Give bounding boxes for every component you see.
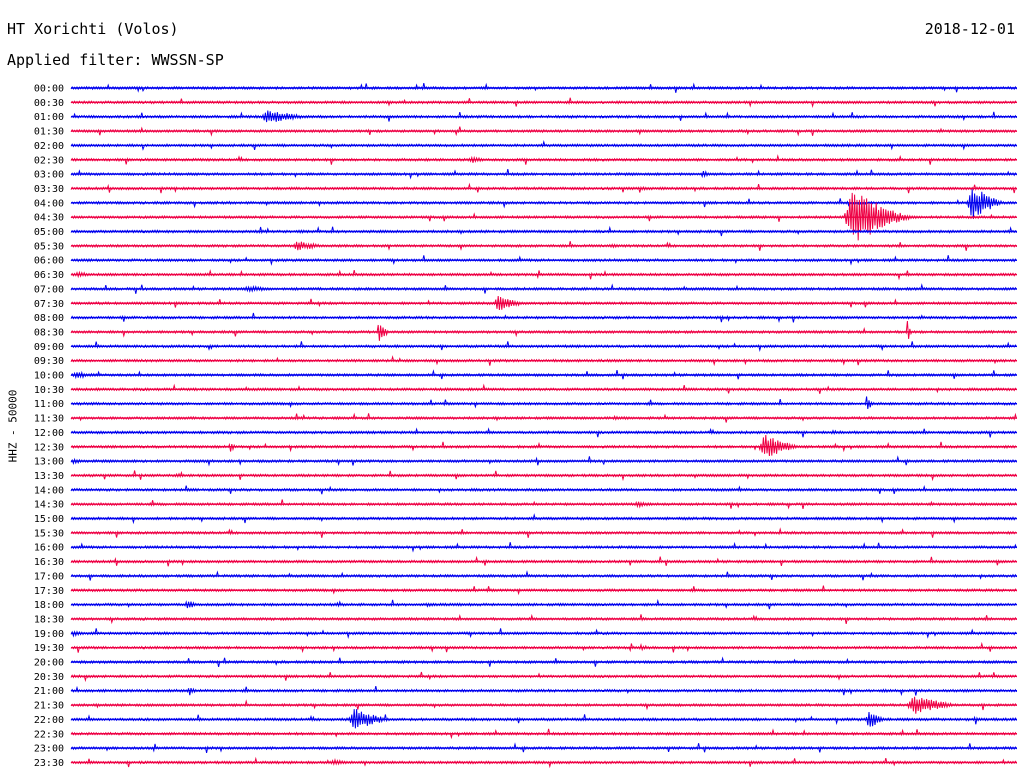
hour-tick-label: 19:00 [34, 629, 64, 640]
hour-tick-label: 11:30 [34, 414, 64, 425]
hour-tick-label: 13:30 [34, 471, 64, 482]
trace-line [70, 434, 1017, 457]
hour-tick-label: 05:00 [34, 227, 64, 238]
hour-tick-label: 16:30 [34, 557, 64, 568]
hour-tick-label: 12:30 [34, 442, 64, 453]
hour-tick-label: 19:30 [34, 643, 64, 654]
trace-line [70, 585, 1018, 596]
hour-tick-label: 02:30 [34, 155, 64, 166]
hour-tick-label: 06:00 [34, 256, 64, 267]
hour-tick-label: 01:30 [34, 127, 64, 138]
hour-tick-label: 06:30 [34, 270, 64, 281]
filter-label: Applied filter: WWSSN-SP [7, 51, 224, 69]
hour-tick-label: 02:00 [34, 141, 64, 152]
hour-tick-label: 08:30 [34, 327, 64, 338]
hour-tick-label: 15:00 [34, 514, 64, 525]
hour-tick-label: 07:30 [34, 299, 64, 310]
hour-tick-label: 04:30 [34, 213, 64, 224]
hour-tick-label: 10:00 [34, 371, 64, 382]
hour-tick-label: 00:00 [34, 84, 64, 95]
hour-tick-label: 13:00 [34, 457, 64, 468]
hour-tick-label: 22:00 [34, 715, 64, 726]
hour-tick-label: 09:30 [34, 356, 64, 367]
hour-tick-label: 23:30 [34, 758, 64, 769]
hour-tick-label: 10:30 [34, 385, 64, 396]
hour-tick-label: 09:00 [34, 342, 64, 353]
hour-tick-label: 21:00 [34, 686, 64, 697]
hour-tick-label: 01:00 [34, 112, 64, 123]
trace-line [70, 396, 1017, 409]
hour-tick-label: 14:00 [34, 485, 64, 496]
hour-tick-label: 23:00 [34, 744, 64, 755]
hour-tick-label: 04:00 [34, 198, 64, 209]
trace-line [70, 168, 1018, 180]
hour-tick-label: 12:00 [34, 428, 64, 439]
hour-tick-label: 00:30 [34, 98, 64, 109]
station-title: HT Xorichti (Volos) [7, 20, 179, 38]
hour-tick-label: 16:00 [34, 543, 64, 554]
hour-tick-label: 21:30 [34, 701, 64, 712]
hour-tick-label: 20:30 [34, 672, 64, 683]
hour-tick-label: 22:30 [34, 729, 64, 740]
hour-tick-label: 20:00 [34, 658, 64, 669]
hour-tick-label: 05:30 [34, 241, 64, 252]
hour-tick-label: 18:00 [34, 600, 64, 611]
hour-tick-label: 14:30 [34, 500, 64, 511]
hour-tick-label: 07:00 [34, 284, 64, 295]
hour-tick-label: 18:30 [34, 614, 64, 625]
hour-tick-label: 15:30 [34, 528, 64, 539]
hour-tick-label: 03:00 [34, 170, 64, 181]
hour-tick-label: 03:30 [34, 184, 64, 195]
hour-tick-label: 11:00 [34, 399, 64, 410]
hour-tick-label: 17:00 [34, 571, 64, 582]
hour-tick-label: 08:00 [34, 313, 64, 324]
trace-line [70, 320, 1017, 341]
date-label: 2018-12-01 [924, 20, 1015, 38]
hour-tick-label: 17:30 [34, 586, 64, 597]
